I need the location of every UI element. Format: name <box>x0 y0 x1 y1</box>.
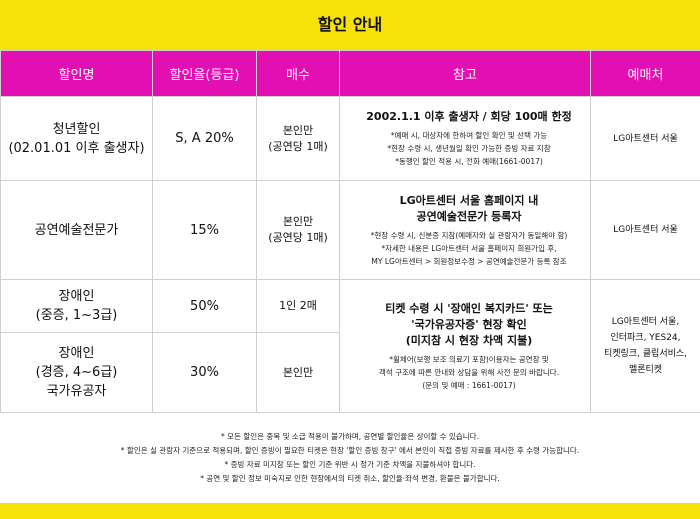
discount-name: 청년할인 <box>52 121 101 137</box>
qty-text: 본인만 <box>282 365 314 379</box>
discount-name-sub: (중증, 1~3급) <box>35 308 118 323</box>
note-head: 2002.1.1 이후 출생자 / 회당 100매 한정 <box>366 110 572 123</box>
col-header-qty: 매수 <box>256 50 340 97</box>
discount-rate-cell: 50% <box>152 279 257 333</box>
qty-cell: 본인만 (공연당 1매) <box>256 180 340 280</box>
note-line: MY LG아트센터 > 회원정보수정 > 공연예술전문가 등록 참조 <box>371 256 567 266</box>
col-header-note: 참고 <box>339 50 591 97</box>
note-line: *휠체어(보행 보조 의료기 포함)이용자는 공연장 및 <box>389 354 549 364</box>
footnote-line: * 모든 할인은 중복 및 소급 적용이 불가하며, 공연별 할인율은 상이할 … <box>221 432 479 441</box>
page-title: 할인 안내 <box>317 15 383 34</box>
qty-text-sub: (공연당 1매) <box>268 139 328 153</box>
seller-text: LG아트센터 서울, <box>611 317 680 327</box>
seller-cell: LG아트센터 서울 <box>590 180 700 280</box>
note-head: LG아트센터 서울 홈페이지 내 <box>399 193 539 207</box>
discount-name-sub: (02.01.01 이후 출생자) <box>8 140 145 156</box>
note-line: (문의 및 예매 : 1661-0017) <box>422 380 516 390</box>
note-line: 객석 구조에 따른 안내와 상담을 위해 사전 문의 바랍니다. <box>378 367 560 377</box>
note-head: (미지참 시 현장 차액 지불) <box>405 333 533 347</box>
discount-name-sub: (경증, 4~6급) <box>35 365 118 380</box>
bottom-bar <box>0 503 700 519</box>
qty-text: 1인 2매 <box>279 299 317 312</box>
table-header-row: 할인명 할인율(등급) 매수 참고 예매처 <box>0 50 700 97</box>
note-head: '국가유공자증' 현장 확인 <box>411 317 527 331</box>
note-cell: 2002.1.1 이후 출생자 / 회당 100매 한정 *예매 시, 대상자에… <box>339 96 591 181</box>
qty-cell: 본인만 <box>256 332 340 413</box>
seller-text: 인터파크, YES24, <box>610 333 681 343</box>
col-header-name: 할인명 <box>0 50 153 97</box>
seller-text: LG아트센터 서울 <box>613 133 678 144</box>
col-header-rate: 할인율(등급) <box>152 50 257 97</box>
qty-cell: 본인만 (공연당 1매) <box>256 96 340 181</box>
discount-table: 할인명 할인율(등급) 매수 참고 예매처 청년할인 (02.01.01 이후 … <box>0 50 700 413</box>
footnote-line: * 공연 및 할인 정보 미숙지로 인한 현장에서의 티켓 취소, 할인율·좌석… <box>200 474 500 483</box>
discount-name: 장애인 <box>58 346 95 361</box>
discount-name-cell: 장애인 (중증, 1~3급) <box>0 279 153 333</box>
qty-cell: 1인 2매 <box>256 279 340 333</box>
discount-rate: 30% <box>190 365 219 380</box>
qty-text: 본인만 <box>282 123 314 137</box>
table-row-disabled-severe: 장애인 (중증, 1~3급) 50% 1인 2매 티켓 수령 시 '장애인 복지… <box>0 279 700 413</box>
footnote-line: * 할인은 실 관람자 기준으로 적용되며, 할인 증빙이 필요한 티켓은 현장… <box>120 446 580 455</box>
note-cell: LG아트센터 서울 홈페이지 내 공연예술전문가 등록자 *현장 수령 시, 신… <box>339 180 591 280</box>
table-row-disabled-mild: 장애인 (경증, 4~6급) 국가유공자 30% 본인만 <box>0 332 700 413</box>
note-head: 티켓 수령 시 '장애인 복지카드' 또는 <box>385 301 553 315</box>
note-cell-shared: 티켓 수령 시 '장애인 복지카드' 또는 '국가유공자증' 현장 확인 (미지… <box>339 279 591 413</box>
table-row-arts: 공연예술전문가 15% 본인만 (공연당 1매) LG아트센터 서울 홈페이지 … <box>0 180 700 280</box>
discount-name-cell: 청년할인 (02.01.01 이후 출생자) <box>0 96 153 181</box>
qty-text: 본인만 <box>282 215 314 228</box>
discount-name: 공연예술전문가 <box>34 222 119 238</box>
note-line: *현장 수령 시, 생년월일 확인 가능한 증빙 자료 지참 <box>387 144 551 153</box>
seller-cell: LG아트센터 서울 <box>590 96 700 181</box>
title-banner: 할인 안내 <box>0 0 700 50</box>
col-header-seller: 예매처 <box>590 50 700 97</box>
discount-name-cell: 장애인 (경증, 4~6급) 국가유공자 <box>0 332 153 413</box>
discount-rate: S, A 20% <box>175 131 234 146</box>
seller-text: 티켓링크, 클립서비스, <box>603 349 688 359</box>
seller-cell-shared: LG아트센터 서울, 인터파크, YES24, 티켓링크, 클립서비스, 멜론티… <box>590 279 700 413</box>
discount-rate: 15% <box>190 222 219 238</box>
note-line: *동행인 할인 적용 시, 전화 예매(1661-0017) <box>395 157 543 166</box>
discount-rate: 50% <box>190 298 219 314</box>
seller-text: LG아트센터 서울 <box>613 225 678 235</box>
discount-name: 장애인 <box>58 289 95 304</box>
note-line: *자세한 내용은 LG아트센터 서울 홈페이지 회원가입 후, <box>381 243 557 253</box>
discount-name-extra: 국가유공자 <box>46 384 107 399</box>
discount-rate-cell: S, A 20% <box>152 96 257 181</box>
table-row-youth: 청년할인 (02.01.01 이후 출생자) S, A 20% 본인만 (공연당… <box>0 96 700 181</box>
note-head: 공연예술전문가 등록자 <box>416 209 522 223</box>
seller-text: 멜론티켓 <box>628 365 663 375</box>
discount-rate-cell: 15% <box>152 180 257 280</box>
qty-text-sub: (공연당 1매) <box>268 231 328 244</box>
footnotes: * 모든 할인은 중복 및 소급 적용이 불가하며, 공연별 할인율은 상이할 … <box>0 430 700 486</box>
discount-rate-cell: 30% <box>152 332 257 413</box>
footnote-line: * 증빙 자료 미지참 또는 할인 기준 위반 시 정가 기준 차액을 지불하셔… <box>224 460 476 469</box>
note-line: *현장 수령 시, 신분증 지참(예매자와 실 관람자가 동일해야 함) <box>370 230 568 240</box>
discount-name-cell: 공연예술전문가 <box>0 180 153 280</box>
note-line: *예매 시, 대상자에 한하여 할인 확인 및 선택 가능 <box>390 131 548 140</box>
